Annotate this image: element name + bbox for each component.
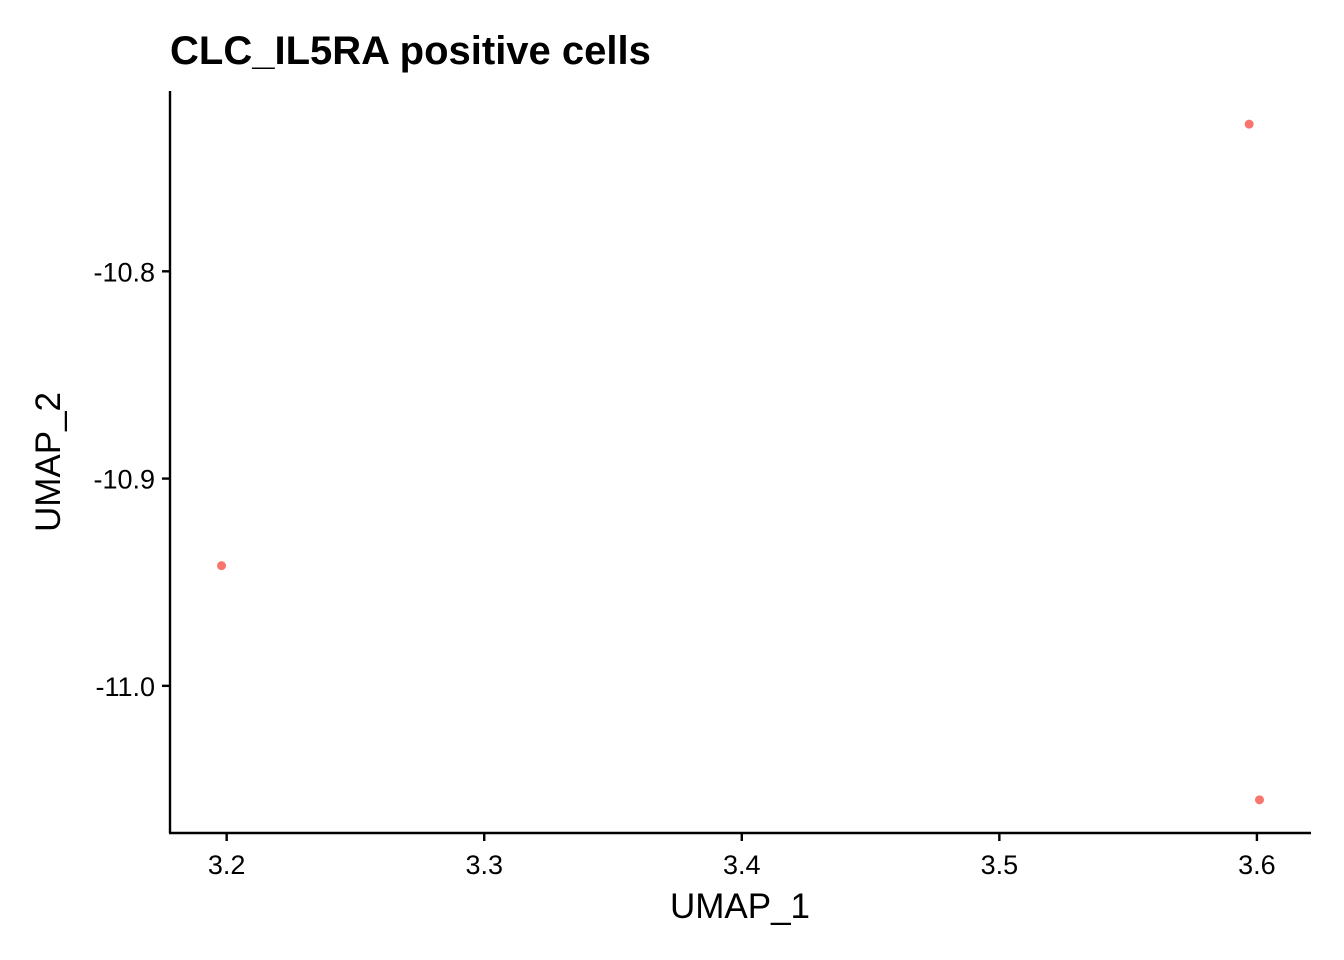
x-tick-label: 3.6 bbox=[1238, 850, 1276, 880]
x-tick-label: 3.3 bbox=[465, 850, 503, 880]
y-tick-label: -10.9 bbox=[93, 465, 155, 495]
data-point bbox=[217, 561, 227, 571]
x-axis-ticks: 3.2 3.3 3.4 3.5 3.6 bbox=[208, 833, 1276, 880]
x-tick-label: 3.5 bbox=[981, 850, 1019, 880]
y-tick-label: -11.0 bbox=[95, 672, 155, 702]
y-axis-ticks: -10.8 -10.9 -11.0 bbox=[93, 257, 170, 702]
x-tick-label: 3.4 bbox=[723, 850, 761, 880]
data-points bbox=[217, 119, 1264, 805]
y-axis-title: UMAP_2 bbox=[29, 392, 68, 532]
x-tick-label: 3.2 bbox=[208, 850, 246, 880]
chart-title: CLC_IL5RA positive cells bbox=[170, 29, 651, 73]
y-tick-label: -10.8 bbox=[93, 257, 155, 287]
data-point bbox=[1254, 795, 1264, 805]
x-axis-title: UMAP_1 bbox=[670, 887, 810, 926]
data-point bbox=[1244, 119, 1254, 129]
